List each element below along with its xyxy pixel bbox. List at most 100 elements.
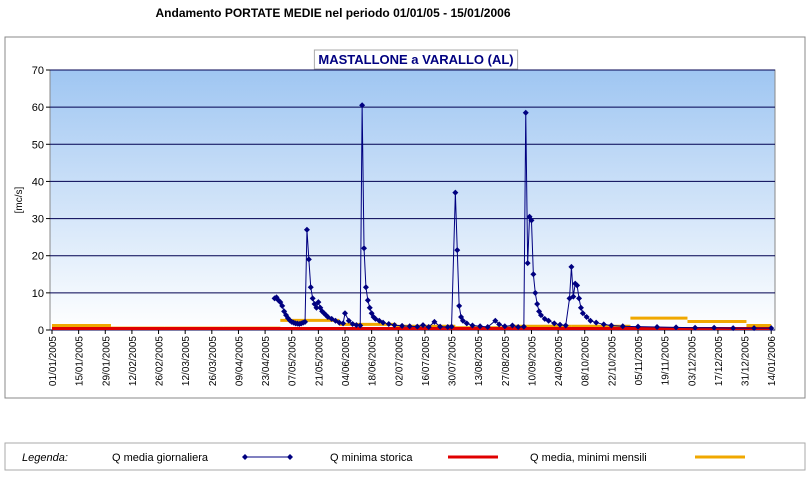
daily-point	[562, 322, 569, 329]
daily-point	[414, 323, 421, 330]
daily-point	[711, 324, 718, 331]
daily-point	[399, 322, 406, 329]
legend-box	[4, 442, 806, 471]
daily-point	[444, 324, 451, 331]
y-tick-label: 0	[38, 325, 44, 337]
daily-point	[730, 325, 737, 332]
daily-point	[545, 317, 552, 324]
x-tick-label: 21/05/2005	[314, 336, 325, 386]
daily-point	[336, 319, 343, 326]
daily-point	[362, 284, 369, 291]
daily-point	[557, 321, 564, 328]
legend-title: Legenda:	[22, 452, 68, 464]
y-tick-label: 10	[32, 288, 44, 300]
legend-label: Q minima storica	[330, 452, 413, 464]
daily-point	[496, 321, 503, 328]
daily-point	[484, 324, 491, 331]
x-tick-label: 10/09/2005	[527, 336, 538, 386]
daily-point	[452, 189, 459, 196]
x-tick-label: 17/12/2005	[714, 336, 725, 386]
daily-point	[385, 321, 392, 328]
daily-point	[345, 317, 352, 324]
daily-point	[532, 289, 539, 296]
daily-point	[619, 323, 626, 330]
daily-point	[456, 302, 463, 309]
x-tick-label: 19/11/2005	[661, 336, 672, 386]
y-tick-label: 70	[32, 65, 44, 77]
daily-point	[359, 102, 366, 109]
x-tick-label: 30/07/2005	[448, 336, 459, 386]
daily-point	[305, 256, 312, 263]
x-tick-label: 24/09/2005	[554, 336, 565, 386]
y-tick-label: 50	[32, 139, 44, 151]
daily-point	[315, 299, 322, 306]
daily-point	[340, 320, 347, 327]
daily-point	[448, 323, 455, 330]
daily-point	[477, 323, 484, 330]
daily-point	[463, 320, 470, 327]
x-tick-label: 08/10/2005	[581, 336, 592, 386]
daily-point	[492, 317, 499, 324]
daily-point	[574, 282, 581, 289]
daily-point	[768, 325, 775, 332]
daily-point	[431, 318, 438, 325]
daily-point	[587, 317, 594, 324]
y-axis-label: [mc/s]	[14, 186, 25, 213]
daily-point	[520, 323, 527, 330]
daily-point	[391, 322, 398, 329]
x-tick-label: 22/10/2005	[607, 336, 618, 386]
x-tick-label: 29/01/2005	[101, 336, 112, 386]
daily-point	[309, 295, 316, 302]
daily-point	[751, 325, 758, 332]
x-tick-label: 23/04/2005	[261, 336, 272, 386]
daily-point	[342, 310, 349, 317]
legend-marker	[287, 454, 293, 460]
x-tick-label: 07/05/2005	[288, 336, 299, 386]
daily-point	[608, 322, 615, 329]
daily-point	[364, 297, 371, 304]
daily-point	[635, 323, 642, 330]
daily-point	[537, 312, 544, 319]
x-tick-label: 03/12/2005	[687, 336, 698, 386]
daily-point	[568, 263, 575, 270]
daily-point	[313, 304, 320, 311]
y-tick-label: 20	[32, 251, 44, 263]
daily-point	[579, 310, 586, 317]
daily-point	[469, 322, 476, 329]
daily-point	[593, 319, 600, 326]
daily-point	[303, 226, 310, 233]
daily-point	[577, 304, 584, 311]
y-tick-label: 40	[32, 176, 44, 188]
daily-point	[551, 320, 558, 327]
x-tick-label: 18/06/2005	[368, 336, 379, 386]
daily-point	[357, 322, 364, 329]
daily-point	[454, 247, 461, 254]
daily-point	[524, 260, 531, 267]
y-tick-label: 60	[32, 102, 44, 114]
x-tick-label: 13/08/2005	[474, 336, 485, 386]
daily-point	[692, 324, 699, 331]
daily-point	[530, 271, 537, 278]
x-tick-label: 31/12/2005	[741, 336, 752, 386]
daily-point	[673, 324, 680, 331]
x-tick-label: 15/01/2005	[75, 336, 86, 386]
daily-point	[302, 318, 309, 325]
x-tick-label: 14/01/2006	[767, 336, 778, 386]
daily-point	[353, 322, 360, 329]
x-tick-label: 09/04/2005	[234, 336, 245, 386]
daily-point	[576, 295, 583, 302]
legend-label: Q media giornaliera	[112, 452, 209, 464]
x-tick-label: 12/03/2005	[181, 336, 192, 386]
x-tick-label: 26/02/2005	[155, 336, 166, 386]
daily-point	[509, 322, 516, 329]
daily-point	[437, 323, 444, 330]
daily-point	[380, 319, 387, 326]
daily-point	[366, 304, 373, 311]
daily-point	[459, 317, 466, 324]
daily-point	[534, 301, 541, 307]
plot-area	[49, 69, 776, 331]
daily-point	[583, 314, 590, 320]
x-tick-label: 12/02/2005	[128, 336, 139, 386]
subtitle-box	[313, 49, 519, 70]
